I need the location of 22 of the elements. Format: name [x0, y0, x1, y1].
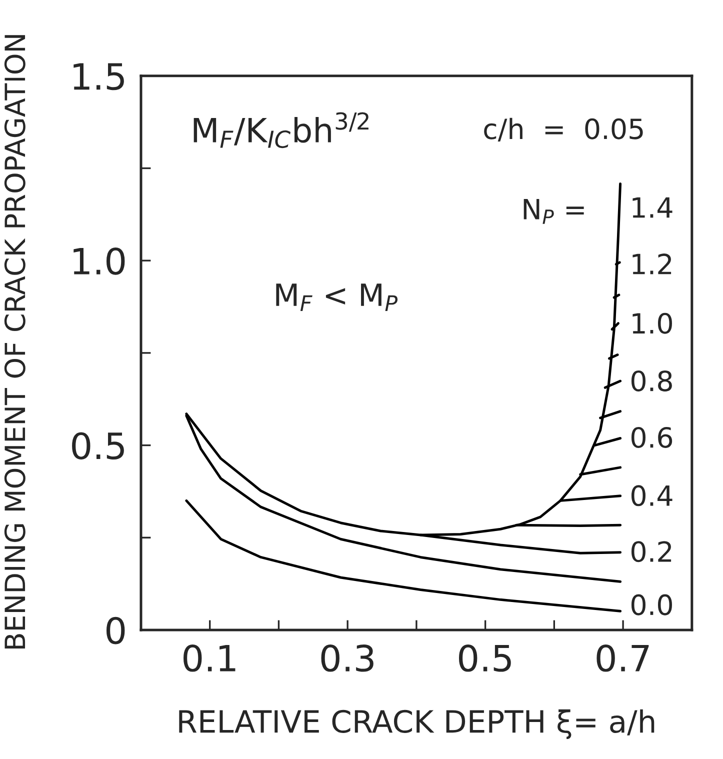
x-axis-title: RELATIVE CRACK DEPTH ξ= a/h — [179, 709, 654, 739]
annotation: M$_{F}$/K$_{IC}$bh$^{3/2}$ — [194, 112, 368, 148]
annotation: 0.6 — [631, 426, 672, 448]
y-tick-label: 0 — [106, 616, 125, 644]
annotation: 0.4 — [631, 485, 672, 506]
y-tick-label: 0.5 — [72, 432, 124, 460]
annotation: 0.0 — [631, 594, 672, 616]
y-tick-label: 1.5 — [74, 63, 124, 90]
annotation: 0.2 — [631, 541, 672, 562]
annotation: 1.2 — [632, 254, 672, 274]
annotation: 1.0 — [632, 312, 672, 334]
annotation: N$_{P}$ = — [524, 199, 584, 224]
x-tick-label: 0.5 — [458, 644, 511, 672]
annotation: 0.8 — [631, 370, 672, 392]
y-axis-title: BENDING MOMENT OF CRACK PROPAGATION — [4, 35, 26, 649]
y-tick-label: 1.0 — [74, 248, 125, 275]
annotation: M$_{F}$ < M$_{P}$ — [276, 284, 398, 311]
x-tick-label: 0.7 — [596, 644, 649, 672]
x-tick-label: 0.3 — [321, 644, 374, 672]
annotation: c/h = 0.05 — [484, 118, 643, 142]
x-tick-label: 0.1 — [184, 644, 236, 672]
annotation: 1.4 — [632, 197, 672, 218]
